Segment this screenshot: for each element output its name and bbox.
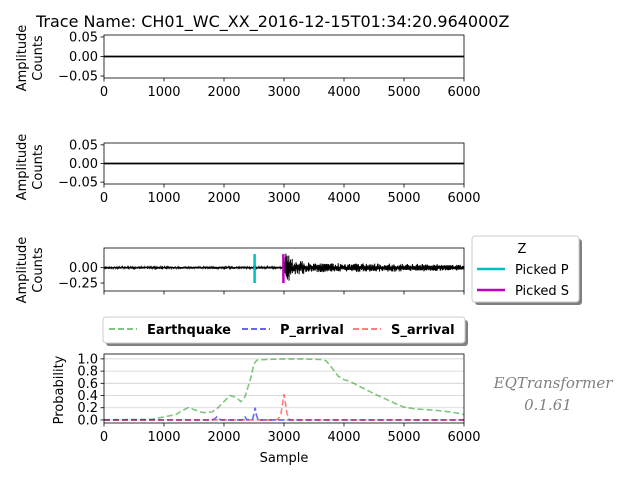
x-tick-label: 2000 xyxy=(207,85,240,100)
axes-frame xyxy=(103,34,465,79)
panel-channel-Z: Amplitude Counts 0.00−0.25 xyxy=(15,237,465,304)
x-tick-label: 6000 xyxy=(447,191,480,206)
x-tick-label: 6000 xyxy=(447,85,480,100)
series-earthquake-line xyxy=(103,358,465,421)
y-tick-label: 0.05 xyxy=(69,138,98,153)
probability-xlabel: Sample xyxy=(260,451,309,466)
axes-frame xyxy=(103,247,465,292)
x-tick-label: 0 xyxy=(100,191,108,206)
panel-2-ylabel-line2: Counts xyxy=(31,144,46,190)
x-tick-label: 0 xyxy=(100,85,108,100)
y-tick-label: −0.25 xyxy=(58,277,98,292)
x-tick-label: 5000 xyxy=(387,430,420,445)
panel-3-ylabel-line2: Counts xyxy=(31,247,46,293)
watermark-version: 0.1.61 xyxy=(524,396,572,414)
picks-legend-box xyxy=(471,235,580,303)
x-tick-label: 3000 xyxy=(267,430,300,445)
legend-earthquake-label: Earthquake xyxy=(147,323,231,338)
panel-channel-1: Amplitude Counts 0.05 0.00 −0.050 1000 2000 3… xyxy=(15,25,481,100)
x-tick-label: 2000 xyxy=(207,191,240,206)
axes-frame xyxy=(103,142,465,185)
y-tick-label: 0.00 xyxy=(69,157,98,172)
picks-legend: Z Picked P Picked S xyxy=(471,235,582,305)
y-tick-label: −0.05 xyxy=(58,176,98,191)
picks-legend-s-label: Picked S xyxy=(515,284,569,299)
x-tick-label: 1000 xyxy=(147,191,180,206)
axes-frame xyxy=(103,353,465,424)
y-tick-label: 0.00 xyxy=(69,50,98,65)
panel-channel-2: Amplitude Counts 0.05 0.00 −0.050 1000 2000 3… xyxy=(15,134,481,206)
series-p-arrival-line xyxy=(104,407,464,421)
x-tick-label: 3000 xyxy=(267,85,300,100)
y-tick-label: 0.00 xyxy=(69,261,98,276)
y-tick-label: 0.4 xyxy=(77,389,98,404)
x-tick-label: 5000 xyxy=(387,85,420,100)
y-tick-label: −0.05 xyxy=(58,70,98,85)
panel-1-ylabel-line1: Amplitude xyxy=(15,25,30,92)
watermark-name: EQTransformer xyxy=(493,374,614,392)
x-tick-label: 4000 xyxy=(327,430,360,445)
probability-legend: Earthquake P_arrival S_arrival xyxy=(102,316,468,346)
picks-legend-title: Z xyxy=(518,242,527,257)
panel-1-ylabel-line2: Counts xyxy=(31,35,46,81)
y-tick-label: 0.6 xyxy=(77,377,98,392)
probability-legend-box xyxy=(102,316,466,344)
y-tick-label: 1.0 xyxy=(77,352,98,367)
probability-ylabel: Probability xyxy=(52,355,67,424)
x-tick-label: 0 xyxy=(100,430,108,445)
panel-probability: Probability Sample 0.00.20.40.60.81.0 0 10… xyxy=(52,352,481,466)
legend-p-arrival-label: P_arrival xyxy=(280,323,344,338)
x-tick-label: 1000 xyxy=(147,430,180,445)
x-tick-label: 3000 xyxy=(267,191,300,206)
y-tick-label: 0.0 xyxy=(77,413,98,428)
panel-2-ylabel-line1: Amplitude xyxy=(15,134,30,201)
x-tick-label: 5000 xyxy=(387,191,420,206)
picks-legend-p-label: Picked P xyxy=(515,263,569,278)
y-tick-label: 0.05 xyxy=(69,30,98,45)
panel-3-ylabel-line1: Amplitude xyxy=(15,237,30,304)
y-tick-label: 0.2 xyxy=(77,401,98,416)
y-tick-label: 0.8 xyxy=(77,365,98,380)
figure-title: Trace Name: CH01_WC_XX_2016-12-15T01:34:… xyxy=(35,12,509,32)
x-tick-label: 4000 xyxy=(327,191,360,206)
x-tick-label: 6000 xyxy=(447,430,480,445)
series-s-arrival-line xyxy=(104,394,464,421)
x-tick-label: 2000 xyxy=(207,430,240,445)
legend-s-arrival-label: S_arrival xyxy=(391,323,455,338)
x-tick-label: 4000 xyxy=(327,85,360,100)
x-tick-label: 1000 xyxy=(147,85,180,100)
